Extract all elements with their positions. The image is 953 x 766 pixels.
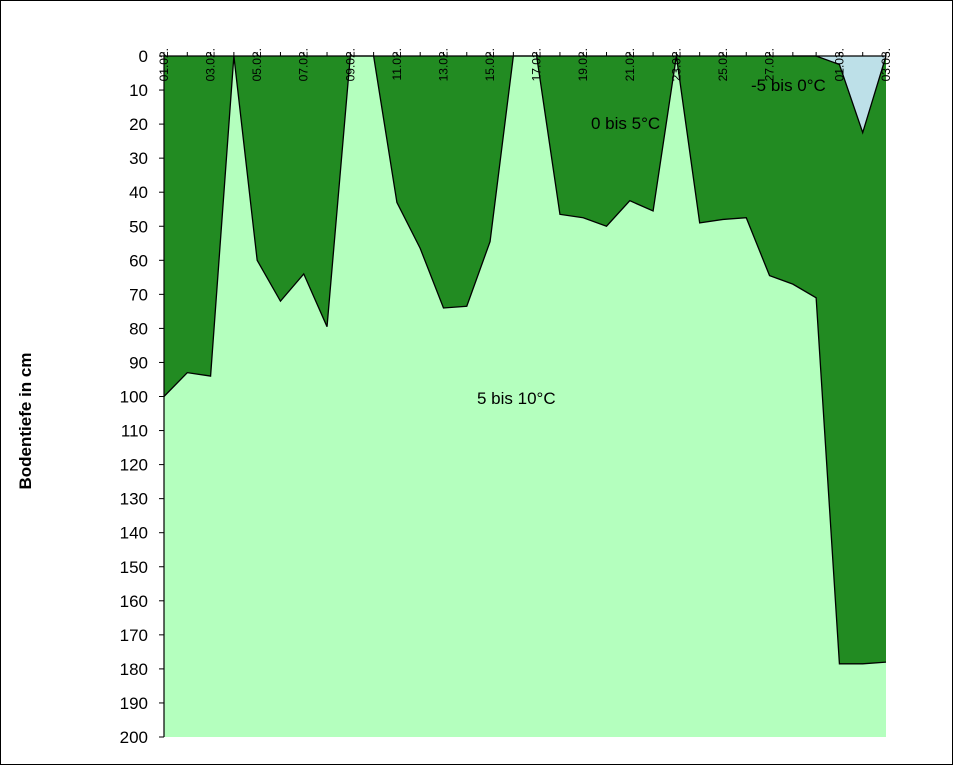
y-tick-label: 50	[129, 217, 148, 236]
y-tick-label: 110	[121, 422, 148, 441]
y-tick-label: 130	[120, 490, 148, 509]
x-tick-label: 15.02.	[483, 48, 497, 81]
annotation-5-bis-10: 5 bis 10°C	[477, 389, 556, 408]
x-tick-label: 13.02.	[436, 48, 450, 81]
y-tick-label: 70	[129, 285, 148, 304]
area-minus5-bis-0	[792, 56, 886, 133]
y-tick-label: 100	[120, 388, 148, 407]
annotation-0-bis-5: 0 bis 5°C	[591, 114, 660, 133]
x-tick-label: 11.02.	[390, 48, 404, 80]
y-tick-label: 160	[120, 592, 148, 611]
x-tick-label: 05.02.	[250, 48, 264, 81]
area-0-bis-5	[164, 56, 886, 664]
y-tick-label: 90	[129, 353, 148, 372]
y-tick-label: 120	[120, 456, 148, 475]
y-tick-label: 20	[129, 115, 148, 134]
y-tick-label: 0	[139, 47, 148, 66]
annotation-minus5-bis-0: -5 bis 0°C	[751, 76, 826, 95]
x-tick-label: 27.02.	[763, 48, 777, 81]
y-tick-label: 10	[129, 81, 148, 100]
x-tick-label: 03.03.	[879, 48, 893, 81]
y-tick-label: 180	[120, 660, 148, 679]
x-tick-label: 25.02.	[716, 48, 730, 81]
x-tick-label: 17.02.	[530, 48, 544, 81]
y-tick-label: 40	[129, 183, 148, 202]
y-tick-label: 200	[120, 728, 148, 747]
x-tick-label: 01.03.	[832, 48, 846, 81]
y-tick-label: 150	[120, 558, 148, 577]
x-tick-label: 23.02.	[669, 48, 683, 81]
y-tick-label: 170	[120, 626, 148, 645]
y-tick-label: 60	[129, 251, 148, 270]
x-tick-label: 09.02.	[343, 48, 357, 81]
y-tick-label: 80	[129, 319, 148, 338]
x-tick-label: 03.02.	[204, 48, 218, 81]
x-tick-label: 21.02.	[623, 48, 637, 81]
y-tick-label: 140	[120, 524, 148, 543]
x-tick-label: 07.02.	[297, 48, 311, 81]
y-axis-title: Bodentiefe in cm	[16, 353, 35, 490]
x-tick-label: 01.02.	[157, 48, 171, 81]
x-tick-label: 19.02.	[576, 48, 590, 81]
y-tick-label: 30	[129, 149, 148, 168]
y-tick-label: 190	[120, 694, 148, 713]
